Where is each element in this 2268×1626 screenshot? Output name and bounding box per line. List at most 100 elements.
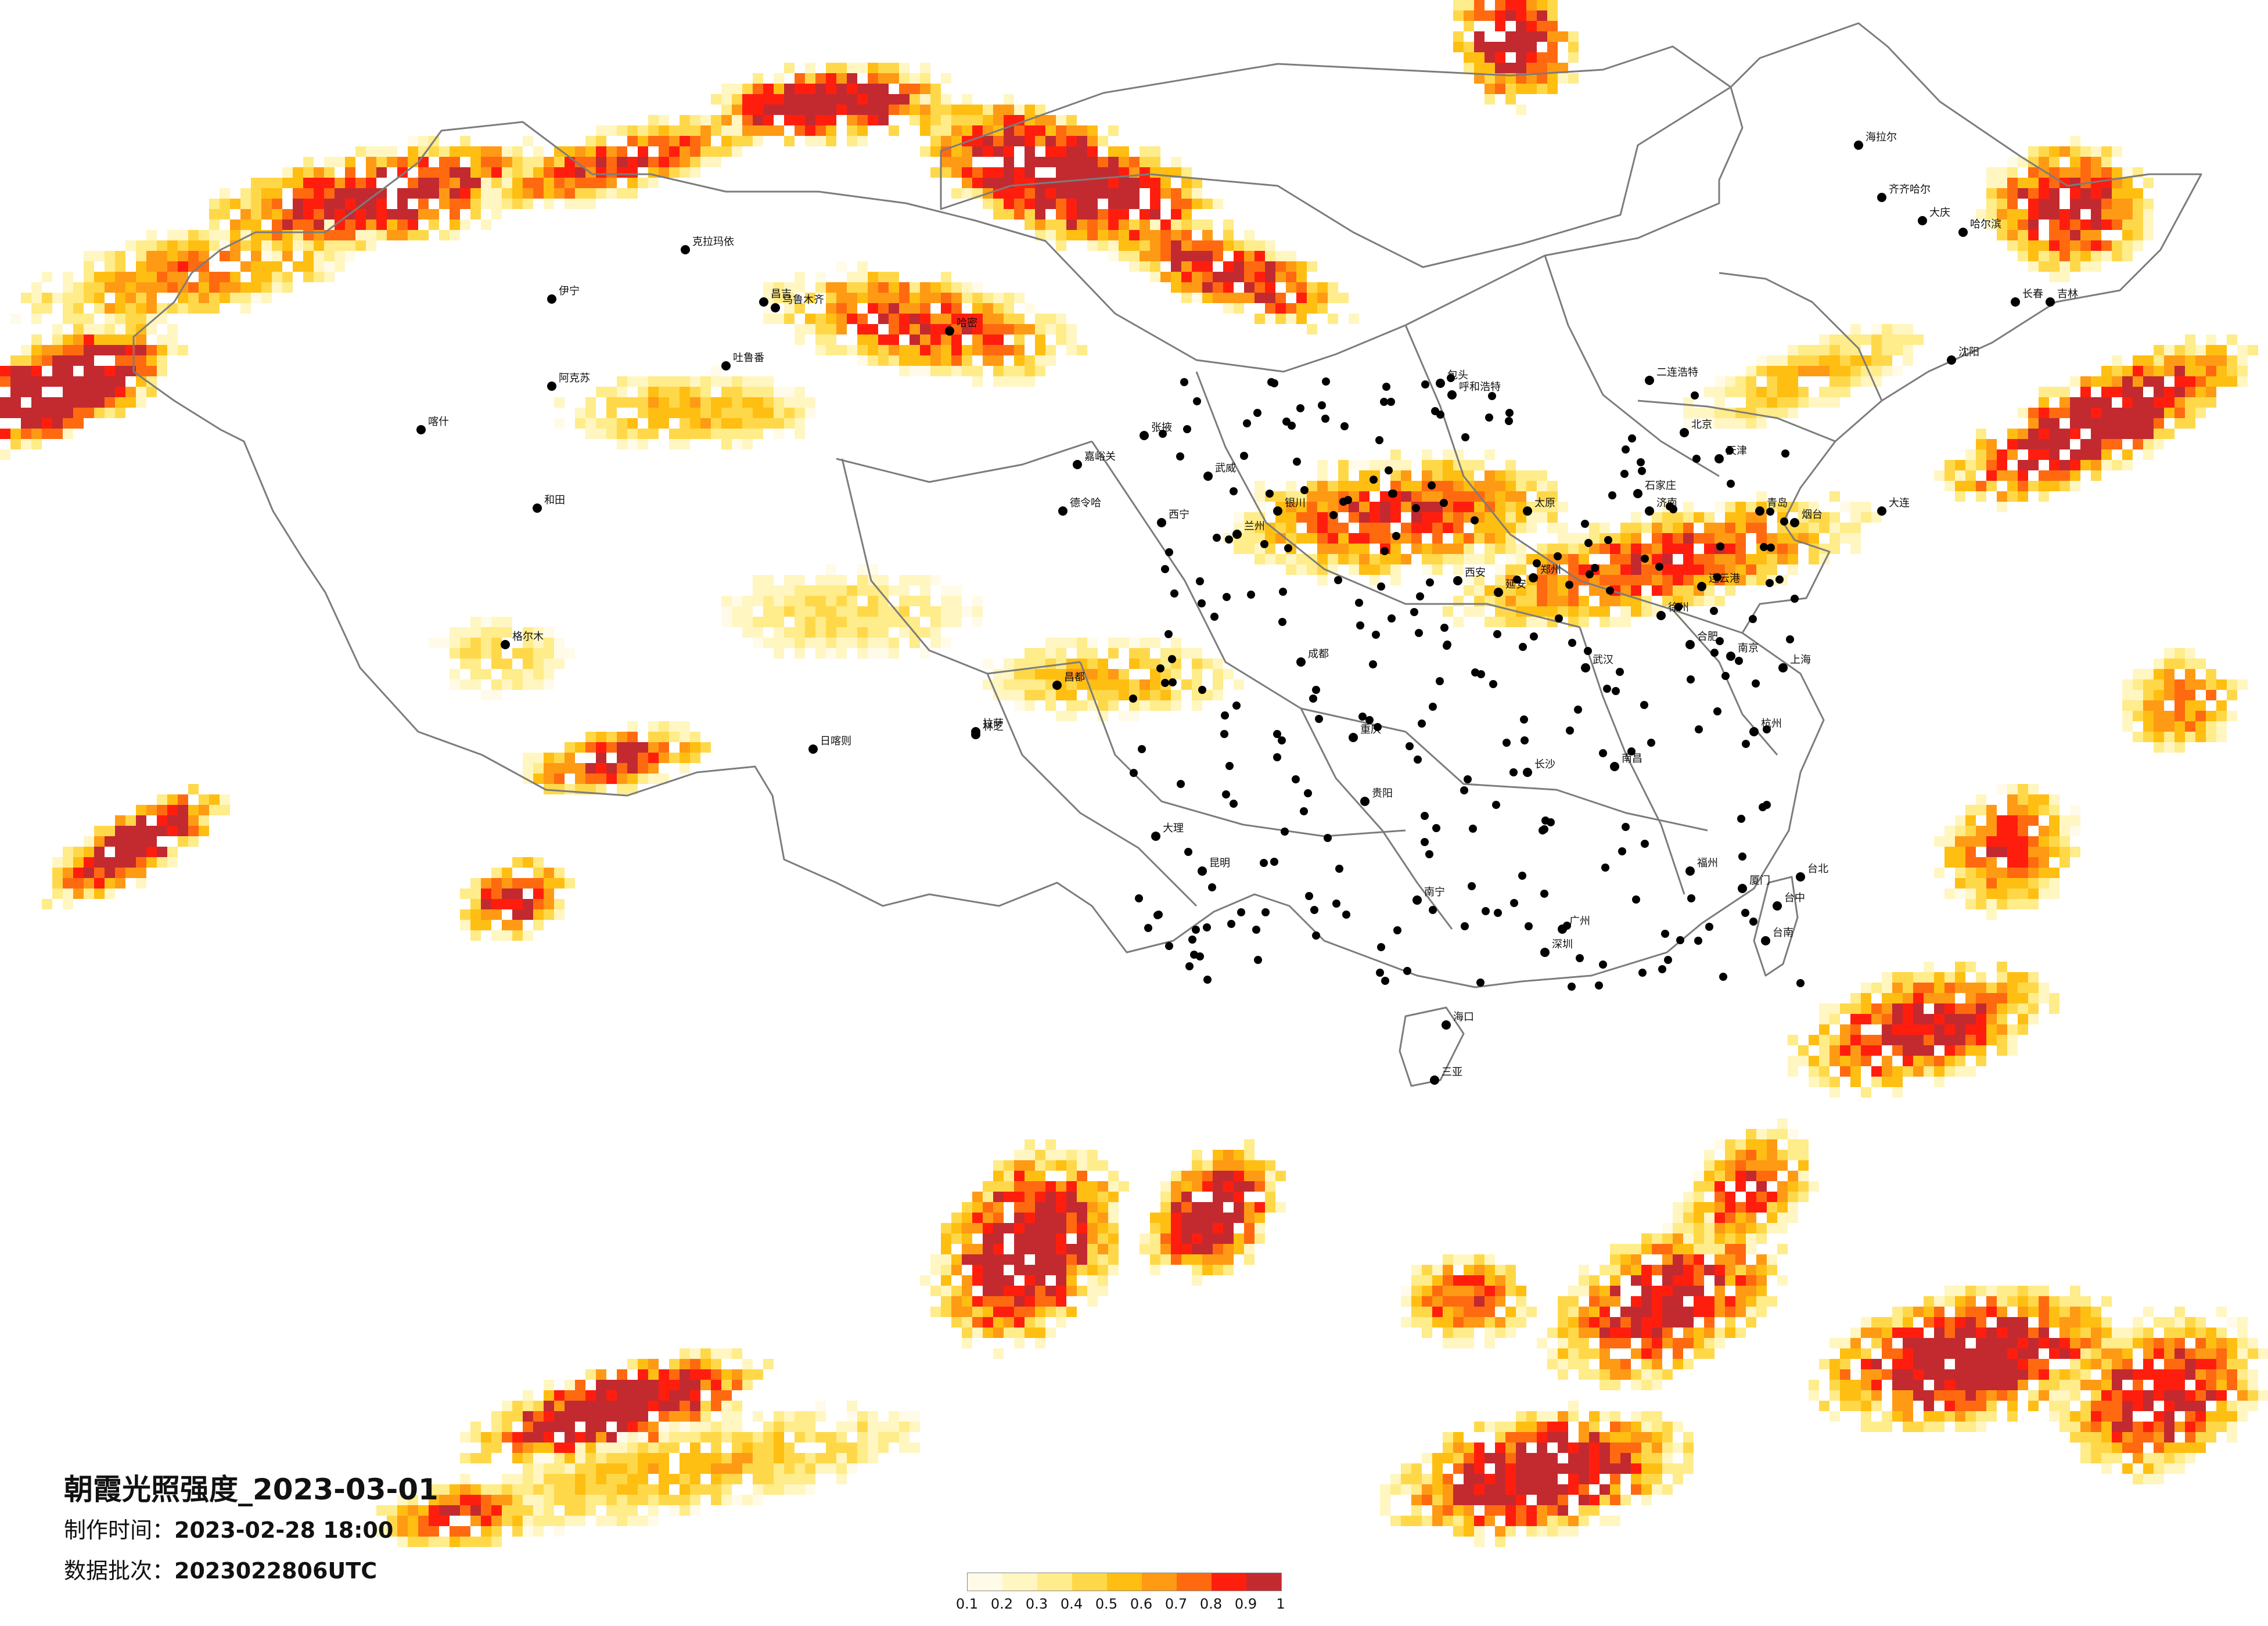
station-dot — [1161, 565, 1169, 573]
station-dot — [1476, 979, 1485, 987]
station-dot — [1436, 677, 1444, 685]
station-dot — [1222, 790, 1230, 798]
station-dot — [1674, 603, 1683, 611]
city-dot — [1755, 506, 1764, 516]
station-dot — [1767, 544, 1775, 552]
station-dot — [1403, 967, 1411, 975]
station-dot — [1425, 850, 1433, 858]
station-dot — [1196, 952, 1204, 961]
station-dot — [1193, 397, 1201, 405]
station-dot — [1786, 635, 1794, 643]
station-dot — [1492, 801, 1500, 809]
station-dot — [1687, 894, 1695, 902]
station-dot — [1370, 476, 1378, 484]
station-dot — [1719, 973, 1727, 981]
city-dot — [1656, 611, 1666, 620]
station-dot — [1687, 675, 1695, 684]
city-label: 伊宁 — [559, 285, 580, 297]
city-dot — [1436, 379, 1445, 388]
station-dot — [1300, 807, 1308, 815]
city-marker: 二连浩特 — [1645, 366, 1698, 385]
city-dot — [1854, 141, 1863, 150]
station-dot — [1296, 404, 1304, 412]
station-dot — [1493, 630, 1501, 638]
station-dot — [1203, 923, 1211, 931]
station-dot — [1713, 573, 1721, 581]
station-dot — [1520, 715, 1528, 724]
station-dot — [1760, 543, 1768, 551]
city-dot — [1749, 727, 1759, 736]
station-dot — [1392, 532, 1400, 540]
station-dot — [1676, 936, 1684, 944]
city-label: 台南 — [1773, 927, 1793, 939]
city-marker: 厦门 — [1738, 875, 1770, 893]
city-dot — [2046, 297, 2055, 307]
city-marker: 张掖 — [1140, 422, 1172, 440]
station-dot — [1144, 924, 1152, 932]
city-dot — [808, 744, 818, 754]
legend-bar — [967, 1573, 1282, 1591]
city-dot — [1918, 216, 1927, 225]
station-dot — [1309, 695, 1317, 703]
city-marker: 南宁 — [1412, 886, 1445, 905]
city-label: 台中 — [1784, 892, 1805, 904]
station-dot — [1568, 983, 1576, 991]
city-dot — [945, 326, 954, 336]
city-label: 烟台 — [1802, 509, 1823, 521]
city-marker: 武威 — [1203, 462, 1236, 481]
station-dot — [1669, 505, 1677, 513]
city-marker: 上海 — [1778, 654, 1811, 672]
station-dot — [1164, 630, 1173, 638]
city-marker: 银川 — [1273, 497, 1306, 516]
city-dot — [1645, 376, 1654, 385]
station-dot — [1388, 614, 1396, 623]
city-label: 南京 — [1738, 642, 1759, 654]
station-dot — [1781, 449, 1789, 458]
legend-tick-label: 0.2 — [990, 1596, 1013, 1612]
station-dot — [1749, 615, 1757, 623]
city-dot — [2011, 297, 2020, 307]
station-dot — [1247, 591, 1255, 599]
city-marker: 呼和浩特 — [1447, 381, 1501, 400]
city-dot — [771, 303, 780, 312]
city-marker: 长沙 — [1523, 758, 1555, 777]
station-dot — [1381, 547, 1389, 555]
station-dot — [1340, 422, 1349, 430]
color-legend: 0.1 0.2 0.3 0.4 0.5 0.6 0.7 0.8 0.9 1 — [956, 1573, 1321, 1613]
station-dot — [1279, 588, 1287, 596]
city-marker: 林芝 — [971, 721, 1004, 739]
station-dot — [1418, 720, 1426, 728]
city-label: 武汉 — [1593, 654, 1613, 666]
station-dot — [1421, 380, 1429, 388]
station-dot — [1443, 642, 1451, 650]
station-dot — [1270, 858, 1278, 866]
station-dot — [1198, 599, 1206, 607]
station-dot — [1741, 909, 1749, 917]
station-dot — [1221, 711, 1229, 720]
station-dot — [1168, 655, 1176, 663]
station-dot — [1766, 579, 1774, 587]
station-dot — [1539, 826, 1547, 834]
city-dot — [1610, 762, 1619, 771]
station-dot — [1138, 745, 1146, 753]
station-dot — [1184, 848, 1192, 856]
station-dot — [1188, 936, 1196, 944]
station-dot — [1292, 775, 1300, 783]
station-dot — [1375, 436, 1383, 444]
station-dot — [1369, 660, 1377, 668]
station-dot — [1603, 685, 1611, 693]
station-dot — [1658, 965, 1666, 973]
station-dot — [1210, 613, 1219, 621]
station-dot — [1220, 730, 1228, 738]
station-dot — [1232, 702, 1241, 710]
city-dot — [1203, 472, 1213, 481]
station-dot — [1365, 716, 1374, 724]
city-marker: 伊宁 — [547, 285, 580, 304]
station-dot — [1525, 922, 1533, 930]
legend-tick-label: 0.3 — [1025, 1596, 1048, 1612]
city-marker: 烟台 — [1790, 509, 1823, 527]
city-label: 德令哈 — [1070, 497, 1101, 509]
station-dot — [1533, 559, 1541, 567]
city-dot — [1430, 1075, 1439, 1085]
